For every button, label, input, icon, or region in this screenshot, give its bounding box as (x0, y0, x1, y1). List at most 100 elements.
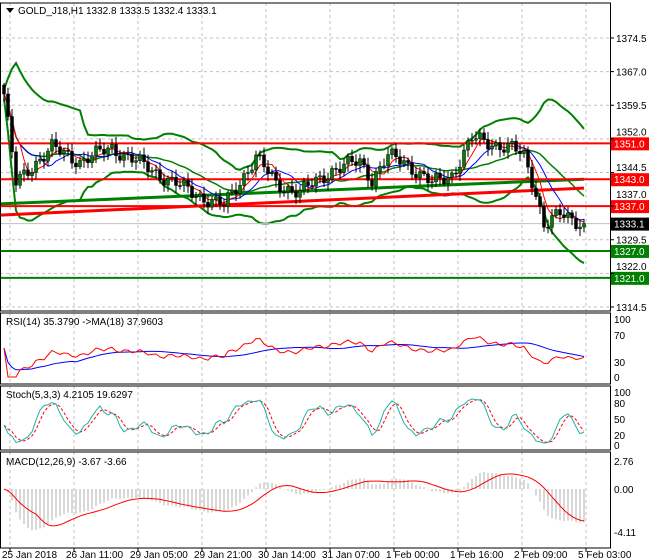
candle (486, 139, 490, 150)
macd-title: MACD(12,26,9) -3.67 -3.66 (6, 457, 127, 468)
rsi-tick-label: 30 (614, 358, 626, 369)
candle (274, 172, 278, 181)
price-tick-label: 1359.5 (616, 101, 647, 112)
candle (262, 154, 266, 168)
rsi-panel[interactable] (3, 336, 585, 378)
candle (578, 226, 582, 229)
candle (22, 169, 26, 175)
price-tick-label: 1337.0 (616, 190, 647, 201)
candle (418, 171, 422, 179)
candle (14, 151, 18, 186)
candle (238, 185, 242, 194)
candle (66, 149, 70, 152)
candle (198, 193, 202, 197)
level-label: 1321.0 (614, 274, 645, 285)
candle (214, 196, 218, 200)
candle (406, 160, 410, 163)
candle (250, 169, 254, 173)
stoch-panel[interactable] (3, 398, 585, 444)
candle (110, 144, 114, 149)
level-label-bg (611, 173, 649, 187)
candle (158, 169, 162, 181)
candle (538, 196, 542, 207)
candle (86, 158, 90, 163)
price-tick-label: 1329.5 (616, 236, 647, 247)
candle (386, 154, 390, 167)
candle (446, 177, 450, 185)
candle (230, 189, 234, 193)
time-label: 1 Feb 00:00 (386, 550, 440, 560)
candle (78, 160, 82, 168)
candle (246, 172, 250, 174)
candle (526, 149, 530, 168)
candle (306, 181, 310, 186)
macd-tick-label: -4.11 (614, 528, 636, 539)
candle (298, 190, 302, 198)
price-tick-label: 1367.0 (616, 68, 647, 79)
level-label: 1337.0 (614, 202, 645, 213)
candle (554, 209, 558, 216)
time-label: 1 Feb 16:00 (450, 550, 504, 560)
stoch-signal-line (3, 399, 585, 443)
level-label-bg (611, 200, 649, 214)
candle (334, 168, 338, 170)
candle (138, 154, 142, 161)
candle (2, 84, 6, 95)
candle (234, 189, 238, 194)
time-label: 26 Jan 11:00 (66, 550, 124, 560)
candle (114, 144, 118, 156)
candle (254, 154, 258, 171)
candle (94, 145, 98, 156)
candle (426, 173, 430, 184)
candle (338, 168, 342, 173)
time-label: 29 Jan 21:00 (194, 550, 252, 560)
level-label-bg (611, 244, 649, 258)
candle (430, 181, 434, 184)
candle (162, 179, 166, 186)
candle (510, 140, 514, 144)
candle (354, 161, 358, 166)
candle (146, 161, 150, 173)
candle (382, 165, 386, 168)
collapse-triangle-icon[interactable] (6, 8, 14, 13)
candle (318, 175, 322, 178)
candle (362, 158, 366, 166)
candle (98, 145, 102, 150)
candle (322, 175, 326, 184)
stoch-tick-label: 0 (614, 441, 620, 452)
candle (42, 158, 46, 162)
candle (562, 214, 566, 218)
candle (574, 217, 578, 229)
candle (546, 226, 550, 229)
candle (534, 187, 538, 197)
candle (122, 153, 126, 161)
candle (242, 173, 246, 186)
candle (210, 199, 214, 208)
candle (474, 138, 478, 141)
ohlc-values: 1332.8 1333.5 1332.4 1333.1 (86, 6, 217, 17)
rsi-tick-label: 0 (614, 373, 620, 384)
candle (18, 173, 22, 186)
candle (286, 186, 290, 193)
candle (30, 171, 34, 176)
candle (190, 186, 194, 198)
candle (26, 169, 30, 176)
candle (282, 191, 286, 194)
main-price-panel[interactable] (0, 61, 610, 279)
rsi-tick-label: 70 (614, 331, 626, 342)
candle (206, 201, 210, 208)
time-label: 31 Jan 07:00 (322, 550, 380, 560)
time-label: 30 Jan 14:00 (258, 550, 316, 560)
macd-panel[interactable] (3, 472, 585, 531)
candle (62, 149, 66, 155)
level-label: 1327.0 (614, 247, 645, 258)
current-price-label-bg (611, 217, 649, 231)
panel-frame (0, 451, 611, 549)
level-label: 1351.0 (614, 139, 645, 150)
candle (506, 143, 510, 153)
macd-tick-label: 0.00 (614, 485, 634, 496)
price-tick-label: 1314.5 (616, 303, 647, 314)
